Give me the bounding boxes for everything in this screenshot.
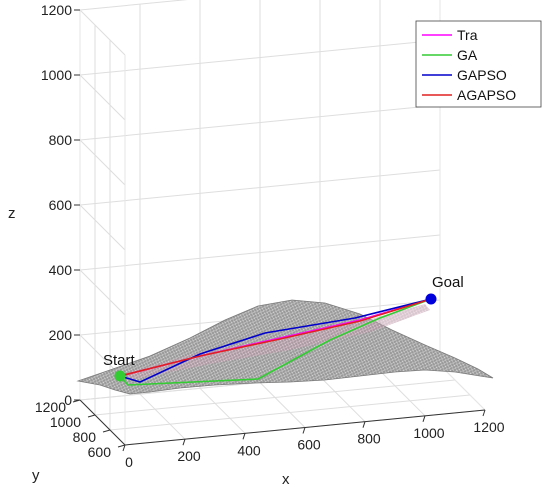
z-tick-label: 1000 bbox=[41, 67, 72, 83]
legend-label-ga: GA bbox=[457, 47, 478, 63]
grid-line bbox=[259, 382, 306, 428]
grid-line bbox=[109, 394, 471, 431]
x-axis-label: x bbox=[282, 471, 290, 488]
z-tick-label: 200 bbox=[49, 327, 73, 343]
x-tick-mark bbox=[122, 444, 126, 452]
y-tick-mark bbox=[72, 399, 81, 403]
box-edge bbox=[439, 364, 486, 411]
grid-line bbox=[79, 9, 126, 56]
legend-label-gapso: GAPSO bbox=[457, 67, 507, 83]
z-tick-label: 0 bbox=[64, 392, 72, 408]
x-tick-label: 0 bbox=[125, 454, 133, 470]
x-tick-mark bbox=[422, 415, 426, 422]
path-series bbox=[119, 298, 432, 386]
series-line-gapso bbox=[119, 298, 432, 383]
x-tick-label: 800 bbox=[357, 431, 381, 447]
z-tick-labels: 0 200 400 600 800 1000 1200 bbox=[41, 2, 80, 408]
grid-line bbox=[79, 204, 126, 251]
x-tick-label: 400 bbox=[237, 442, 261, 458]
goal-label: Goal bbox=[432, 274, 464, 291]
y-tick-label: 1000 bbox=[50, 414, 81, 430]
grid-line bbox=[319, 376, 366, 423]
y-tick-mark bbox=[102, 429, 111, 433]
terrain-surface bbox=[76, 299, 494, 395]
y-tick-mark bbox=[87, 414, 96, 418]
grid-line bbox=[199, 387, 246, 434]
start-marker bbox=[114, 370, 126, 382]
grid-line bbox=[79, 169, 441, 206]
grid-line bbox=[79, 39, 441, 76]
grid-line bbox=[79, 104, 441, 141]
x-tick-mark bbox=[482, 409, 486, 417]
x-tick-label: 200 bbox=[177, 448, 201, 464]
grid-line bbox=[79, 0, 189, 11]
x-tick-label: 600 bbox=[297, 437, 321, 453]
axis-line bbox=[79, 399, 126, 446]
x-tick-mark bbox=[242, 433, 246, 440]
grid-line bbox=[94, 379, 456, 416]
z-tick-label: 400 bbox=[49, 262, 73, 278]
grid-line bbox=[79, 139, 126, 186]
x-tick-mark bbox=[302, 427, 306, 434]
y-tick-label: 1200 bbox=[35, 399, 66, 415]
series-line-agapso bbox=[119, 298, 432, 377]
x-tick-labels: 0 200 400 600 800 1000 1200 bbox=[122, 409, 505, 470]
z-tick-label: 600 bbox=[49, 197, 73, 213]
goal-marker bbox=[425, 293, 437, 305]
start-label: Start bbox=[103, 352, 136, 369]
y-tick-label: 600 bbox=[88, 444, 112, 460]
legend-label-agapso: AGAPSO bbox=[457, 87, 516, 103]
grid-line bbox=[79, 269, 126, 316]
grid-line bbox=[79, 234, 441, 271]
x-tick-mark bbox=[362, 421, 366, 428]
y-tick-mark bbox=[117, 444, 126, 448]
series-line-ga bbox=[119, 298, 432, 386]
z-axis-label: z bbox=[8, 205, 16, 222]
x-tick-mark bbox=[182, 439, 186, 446]
z-tick-label: 800 bbox=[49, 132, 73, 148]
x-tick-label: 1000 bbox=[413, 425, 444, 441]
grid-line bbox=[379, 370, 426, 417]
grid-line bbox=[79, 74, 126, 121]
y-tick-label: 800 bbox=[73, 429, 97, 445]
grid-line bbox=[139, 393, 186, 440]
legend-label-tra: Tra bbox=[457, 27, 478, 43]
z-tick-label: 1200 bbox=[41, 2, 72, 18]
terrain-highlight bbox=[125, 304, 430, 380]
x-tick-label: 1200 bbox=[473, 419, 504, 435]
legend: Tra GA GAPSO AGAPSO bbox=[415, 20, 542, 108]
y-axis-label: y bbox=[32, 467, 40, 484]
